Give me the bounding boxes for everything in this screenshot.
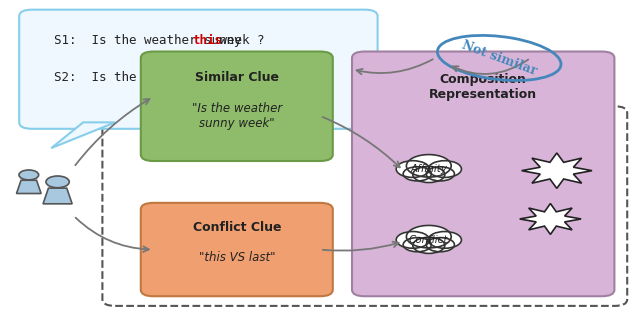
Circle shape: [46, 176, 69, 188]
Circle shape: [413, 237, 445, 253]
Circle shape: [403, 167, 431, 181]
Text: Conflict: Conflict: [409, 235, 449, 245]
Circle shape: [19, 170, 38, 180]
Text: Conflict Clue: Conflict Clue: [193, 221, 281, 233]
Text: "this VS last": "this VS last": [198, 251, 275, 264]
Text: Affinity: Affinity: [410, 164, 447, 174]
Text: Composition
Representation: Composition Representation: [429, 73, 537, 101]
Circle shape: [406, 155, 451, 177]
Circle shape: [428, 161, 461, 177]
Polygon shape: [522, 153, 592, 188]
Text: S1:  Is the weather sunny: S1: Is the weather sunny: [54, 34, 250, 47]
Circle shape: [413, 166, 445, 183]
Text: week ?: week ?: [212, 34, 265, 47]
Circle shape: [406, 225, 451, 248]
Polygon shape: [17, 180, 41, 194]
Circle shape: [396, 232, 429, 248]
Text: week ?: week ?: [212, 71, 265, 84]
Text: Similar Clue: Similar Clue: [195, 71, 279, 84]
FancyBboxPatch shape: [141, 203, 333, 296]
Text: this: this: [192, 34, 222, 47]
Text: S2:  Is the weather sunny: S2: Is the weather sunny: [54, 71, 250, 84]
Circle shape: [428, 232, 461, 248]
Polygon shape: [43, 188, 72, 204]
FancyBboxPatch shape: [352, 52, 614, 296]
Circle shape: [396, 161, 429, 177]
Text: last: last: [192, 71, 222, 84]
Text: Not similar: Not similar: [460, 38, 538, 78]
FancyBboxPatch shape: [141, 52, 333, 161]
Text: "Is the weather
sunny week": "Is the weather sunny week": [191, 102, 282, 130]
Circle shape: [426, 238, 454, 252]
Circle shape: [403, 238, 431, 252]
Circle shape: [426, 167, 454, 181]
Polygon shape: [51, 122, 115, 148]
FancyBboxPatch shape: [19, 10, 378, 129]
Polygon shape: [520, 204, 581, 234]
